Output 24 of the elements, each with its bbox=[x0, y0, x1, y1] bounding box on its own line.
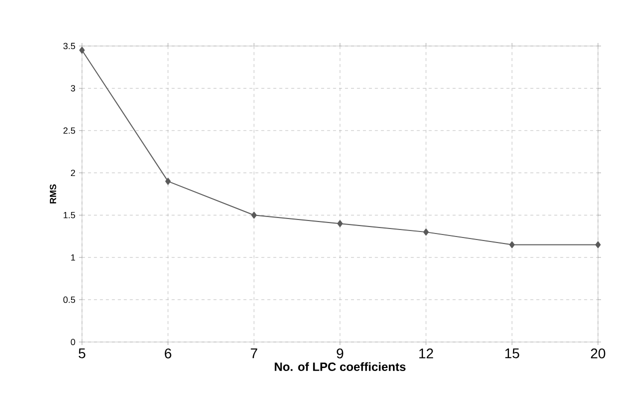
y-tick-label: 0.5 bbox=[63, 296, 76, 303]
x-tick-label: 15 bbox=[505, 348, 520, 358]
point bbox=[509, 241, 515, 248]
point bbox=[337, 220, 343, 228]
x-tick-label: 12 bbox=[419, 348, 434, 358]
y-tick-label: 1.5 bbox=[64, 212, 76, 218]
y-tick-label: 3 bbox=[70, 85, 76, 92]
x-tick-label: 7 bbox=[250, 348, 258, 358]
point bbox=[79, 46, 85, 54]
y-tick-label: 2 bbox=[70, 170, 76, 176]
point bbox=[165, 178, 171, 185]
point bbox=[595, 241, 601, 248]
y-tick-label: 0 bbox=[70, 338, 76, 346]
point bbox=[251, 212, 257, 219]
y-tick-label: 2.5 bbox=[63, 127, 76, 134]
point bbox=[423, 228, 429, 236]
x-tick-label: 5 bbox=[78, 348, 86, 358]
x-tick-label: 9 bbox=[336, 348, 344, 358]
x-axis-title: No. of LPC coefficients bbox=[274, 362, 406, 372]
y-tick-label: 1 bbox=[71, 254, 76, 261]
x-tick-label: 6 bbox=[164, 348, 172, 358]
y-axis-title: RMS bbox=[50, 184, 56, 204]
y-tick-label: 3.5 bbox=[63, 42, 76, 50]
x-tick-label: 20 bbox=[590, 348, 606, 358]
